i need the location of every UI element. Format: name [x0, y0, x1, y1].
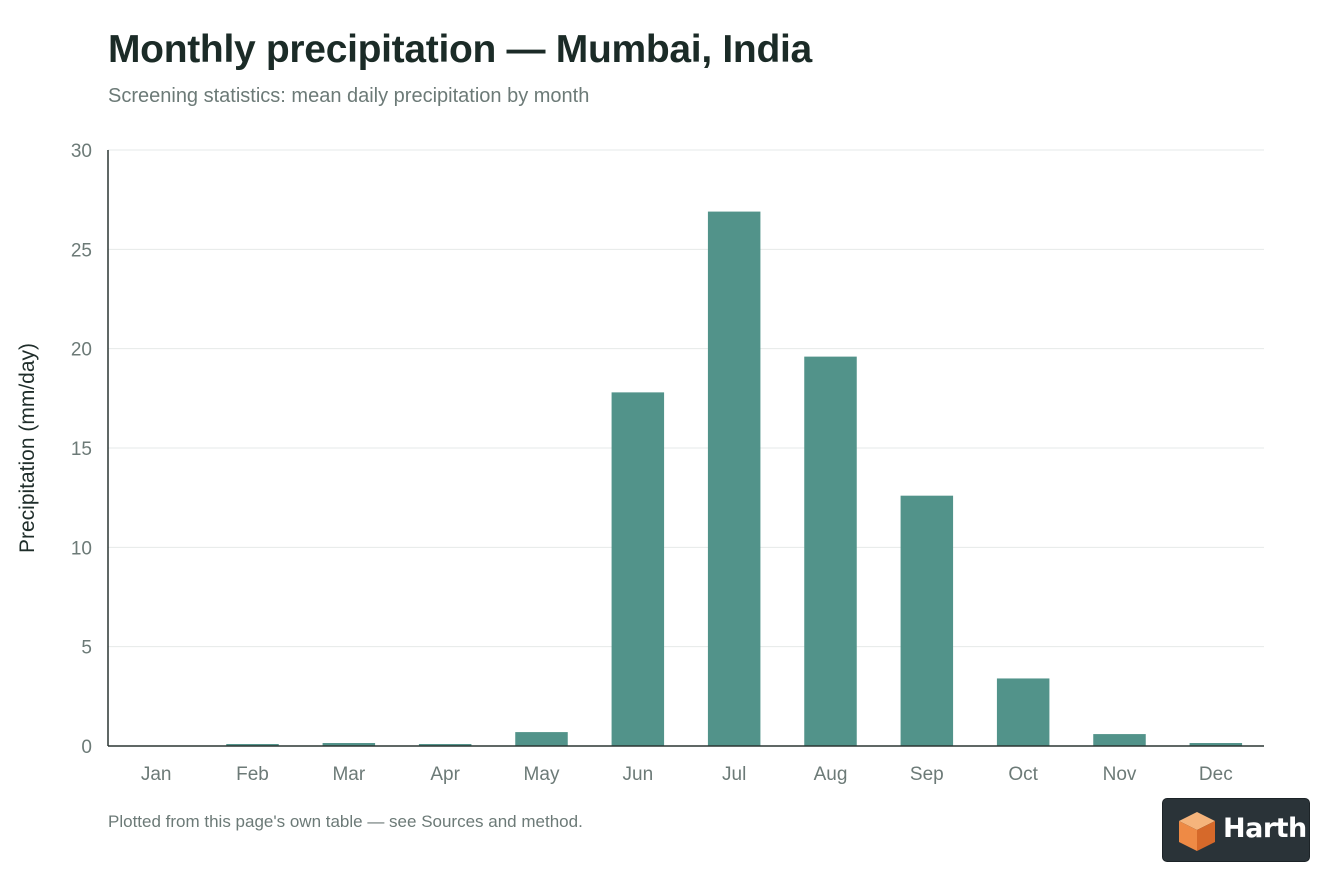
footnote: Plotted from this page's own table — see… [108, 812, 583, 831]
y-axis-label: Precipitation (mm/day) [16, 343, 39, 553]
bar-may [515, 732, 568, 746]
x-tick-label: Jul [722, 764, 746, 785]
axes [107, 150, 1264, 747]
x-tick-label: Mar [332, 764, 365, 785]
x-tick-label: Feb [236, 764, 269, 785]
y-tick-label: 5 [81, 638, 92, 659]
y-tick-label: 30 [71, 141, 92, 162]
brand-badge[interactable]: Harth [1162, 798, 1310, 862]
tick-labels: 0 5 10 15 20 25 30 Jan Feb Mar Apr May Jun Jul Aug Sep O… [71, 141, 1233, 785]
y-tick-label: 10 [71, 538, 92, 559]
y-tick-label: 0 [81, 737, 92, 758]
bar-oct [996, 678, 1050, 746]
cube-logo-icon [1179, 812, 1215, 851]
y-tick-label: 25 [71, 240, 92, 261]
bar-sep [900, 495, 954, 746]
brand-name: Harth [1223, 813, 1307, 844]
bar-mar [322, 743, 376, 746]
x-tick-label: Dec [1199, 764, 1233, 785]
bar-nov [1093, 734, 1146, 746]
x-tick-label: Nov [1103, 764, 1137, 785]
x-tick-label: May [524, 764, 560, 785]
bar-jun [611, 392, 665, 746]
x-tick-label: Jun [623, 764, 654, 785]
x-tick-label: Apr [430, 764, 460, 785]
y-tick-label: 15 [71, 439, 92, 460]
chart-subtitle: Screening statistics: mean daily precipi… [108, 85, 590, 107]
gridlines [108, 149, 1264, 648]
y-tick-label: 20 [71, 340, 92, 361]
x-tick-label: Oct [1008, 764, 1038, 785]
bar-aug [804, 356, 857, 746]
bar-dec [1189, 743, 1243, 746]
bar-jul [707, 211, 761, 746]
bars [226, 211, 1243, 746]
chart-title: Monthly precipitation — Mumbai, India [108, 28, 812, 71]
x-tick-label: Aug [814, 764, 848, 785]
x-tick-label: Jan [141, 764, 172, 785]
bar-feb [226, 744, 279, 746]
x-tick-label: Sep [910, 764, 944, 785]
bar-apr [418, 744, 472, 746]
